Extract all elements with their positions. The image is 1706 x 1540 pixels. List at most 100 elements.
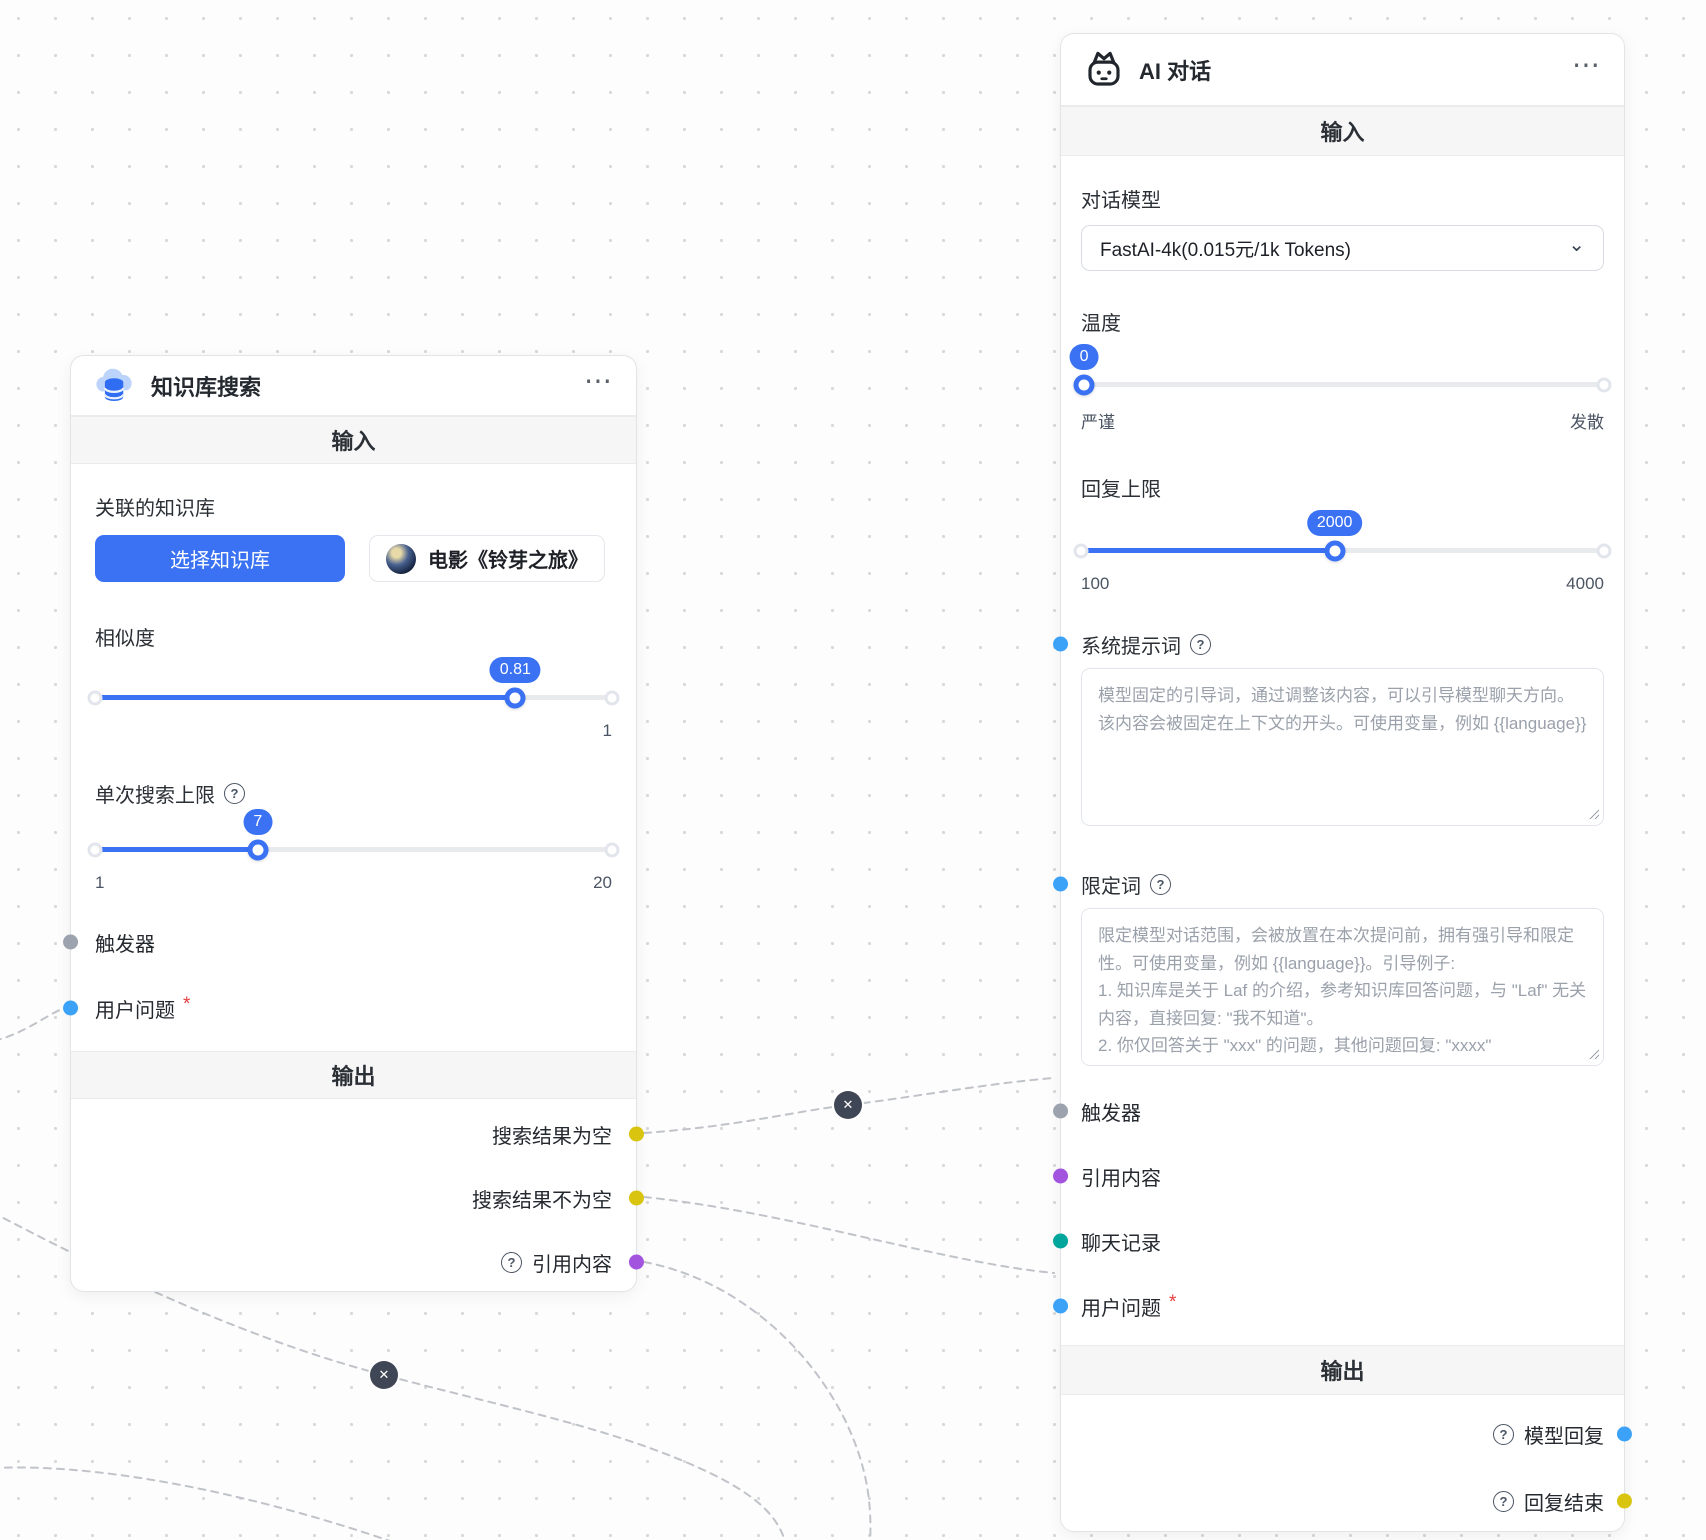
max-tokens-slider[interactable]: 2000 xyxy=(1073,510,1612,566)
output-port-empty: 搜索结果为空 xyxy=(71,1119,644,1149)
output-port-model-reply: ? 模型回复 xyxy=(1061,1419,1632,1449)
help-icon[interactable]: ? xyxy=(1493,1423,1514,1445)
input-section-header: 输入 xyxy=(1061,106,1624,156)
select-dataset-button[interactable]: 选择知识库 xyxy=(95,535,345,582)
limit-words-label-row: 限定词 ? xyxy=(1053,872,1624,898)
port-dot-system-prompt[interactable] xyxy=(1053,636,1069,652)
port-label: 引用内容 xyxy=(1081,1167,1161,1190)
port-label: 模型回复 xyxy=(1524,1425,1604,1448)
required-mark: * xyxy=(183,994,191,1015)
port-dot-model-reply[interactable] xyxy=(1616,1426,1632,1442)
output-section-header: 输出 xyxy=(71,1051,636,1099)
limit-words-label: 限定词 xyxy=(1081,875,1141,898)
input-port-quote: 引用内容 xyxy=(1053,1161,1624,1191)
port-label: 触发器 xyxy=(1081,1102,1141,1125)
model-select[interactable]: FastAI-4k(0.015元/1k Tokens) ⌄ xyxy=(1081,225,1604,271)
search-limit-slider[interactable]: 7 xyxy=(87,809,620,865)
slider-max-dot xyxy=(1596,377,1612,392)
port-label: 搜索结果不为空 xyxy=(472,1189,612,1212)
port-dot-quote[interactable] xyxy=(1053,1168,1069,1184)
similarity-slider[interactable]: 0.81 xyxy=(87,657,620,713)
help-icon[interactable]: ? xyxy=(1190,633,1211,655)
search-limit-min-label: 1 xyxy=(95,873,105,892)
port-dot-user-question[interactable] xyxy=(1053,1298,1069,1314)
slider-max-dot xyxy=(604,690,620,705)
search-limit-label: 单次搜索上限 xyxy=(95,784,215,807)
wire-notempty-to-user-question xyxy=(643,1196,1055,1274)
chevron-down-icon: ⌄ xyxy=(1568,233,1585,256)
dataset-label: 关联的知识库 xyxy=(95,498,215,520)
temperature-min-label: 严谨 xyxy=(1081,413,1115,432)
input-port-user-question: 用户问题 * xyxy=(63,993,636,1023)
help-icon[interactable]: ? xyxy=(501,1251,522,1273)
slider-handle[interactable] xyxy=(247,839,269,860)
port-dot-reply-end[interactable] xyxy=(1616,1493,1632,1509)
wire-bottom-cross xyxy=(0,1466,391,1540)
port-dot-limit-words[interactable] xyxy=(1053,876,1069,892)
search-limit-max-label: 20 xyxy=(593,873,612,892)
temperature-max-label: 发散 xyxy=(1570,413,1604,432)
port-dot-trigger[interactable] xyxy=(63,934,79,950)
temperature-label: 温度 xyxy=(1081,313,1121,335)
help-icon[interactable]: ? xyxy=(1493,1490,1514,1512)
input-port-chat-history: 聊天记录 xyxy=(1053,1226,1624,1256)
slider-rail[interactable] xyxy=(1081,382,1604,387)
disconnect-button[interactable]: ✕ xyxy=(834,1091,862,1119)
node-menu-button[interactable]: ⋯ xyxy=(584,364,614,396)
similarity-scale: 1 xyxy=(95,721,612,741)
port-label: 聊天记录 xyxy=(1081,1232,1161,1255)
disconnect-button[interactable]: ✕ xyxy=(370,1361,398,1389)
node-menu-button[interactable]: ⋯ xyxy=(1572,48,1602,80)
slider-max-dot xyxy=(604,842,620,857)
dataset-chip[interactable]: 电影《铃芽之旅》 xyxy=(369,535,605,582)
close-icon: ✕ xyxy=(378,1367,390,1382)
slider-rail[interactable] xyxy=(95,695,612,700)
temperature-scale: 严谨 发散 xyxy=(1081,408,1604,433)
wire-quote-down xyxy=(643,1261,872,1540)
temperature-slider[interactable]: 0 xyxy=(1069,344,1612,400)
port-dot-not-empty[interactable] xyxy=(628,1190,644,1206)
node-title: AI 对话 xyxy=(1139,58,1212,84)
max-tokens-label: 回复上限 xyxy=(1081,479,1161,501)
port-label: 用户问题 xyxy=(95,999,175,1022)
dataset-chip-label: 电影《铃芽之旅》 xyxy=(428,550,588,572)
robot-icon xyxy=(1083,49,1125,91)
max-tokens-max-label: 4000 xyxy=(1566,574,1604,593)
port-dot-user-question[interactable] xyxy=(63,1000,79,1016)
port-dot-empty[interactable] xyxy=(628,1126,644,1142)
help-icon[interactable]: ? xyxy=(224,782,245,804)
node-kb-header[interactable]: 知识库搜索 ⋯ xyxy=(71,356,636,416)
model-label: 对话模型 xyxy=(1081,190,1161,212)
input-port-trigger: 触发器 xyxy=(1053,1096,1624,1126)
slider-handle[interactable] xyxy=(1324,540,1346,561)
system-prompt-label: 系统提示词 xyxy=(1081,635,1181,658)
limit-words-textarea[interactable] xyxy=(1081,908,1604,1066)
slider-handle[interactable] xyxy=(1073,374,1095,395)
input-port-user-question: 用户问题 * xyxy=(1053,1291,1624,1321)
output-section-header: 输出 xyxy=(1061,1345,1624,1395)
similarity-max-label: 1 xyxy=(602,721,612,740)
temperature-value-badge: 0 xyxy=(1069,344,1099,370)
max-tokens-value-badge: 2000 xyxy=(1306,510,1363,536)
slider-rail[interactable] xyxy=(95,847,612,852)
port-label: 回复结束 xyxy=(1524,1492,1604,1515)
port-label: 引用内容 xyxy=(532,1253,612,1276)
slider-handle[interactable] xyxy=(504,687,526,708)
port-dot-quote[interactable] xyxy=(628,1254,644,1270)
port-dot-chat-history[interactable] xyxy=(1053,1233,1069,1249)
model-select-value: FastAI-4k(0.015元/1k Tokens) xyxy=(1100,239,1351,261)
output-port-reply-end: ? 回复结束 xyxy=(1061,1486,1632,1516)
node-ai-header[interactable]: AI 对话 ⋯ xyxy=(1061,34,1624,106)
max-tokens-min-label: 100 xyxy=(1081,574,1110,593)
close-icon: ✕ xyxy=(842,1097,854,1112)
help-icon[interactable]: ? xyxy=(1150,873,1171,895)
search-limit-scale: 1 20 xyxy=(95,873,612,893)
knowledge-base-icon xyxy=(93,364,137,408)
system-prompt-textarea[interactable] xyxy=(1081,668,1604,826)
port-dot-trigger[interactable] xyxy=(1053,1103,1069,1119)
slider-min-dot xyxy=(87,690,103,705)
node-ai-chat: AI 对话 ⋯ 输入 对话模型 FastAI-4k(0.015元/1k Toke… xyxy=(1053,33,1632,1532)
similarity-label: 相似度 xyxy=(95,628,155,650)
node-title: 知识库搜索 xyxy=(151,374,262,400)
